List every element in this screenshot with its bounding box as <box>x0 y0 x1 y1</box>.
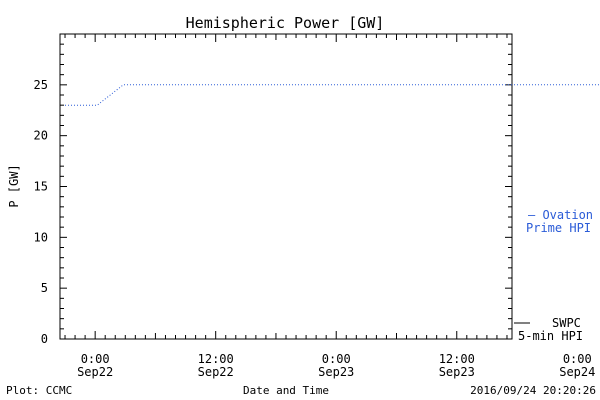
y-tick-label: 0 <box>41 332 48 346</box>
y-tick-label: 15 <box>34 180 48 194</box>
y-tick-label: 5 <box>41 281 48 295</box>
y-tick-label: 20 <box>34 129 48 143</box>
x-tick-label-date: Sep23 <box>318 365 354 379</box>
y-tick-label: 25 <box>34 78 48 92</box>
x-axis: 0:00Sep2212:00Sep220:00Sep2312:00Sep230:… <box>64 34 595 379</box>
chart-title: Hemispheric Power [GW] <box>186 14 385 32</box>
footer-credit: Plot: CCMC <box>6 384 72 397</box>
y-axis: 0 5 10 15 20 25 <box>34 33 512 346</box>
x-tick-label-date: Sep24 <box>559 365 595 379</box>
x-tick-label-date: Sep22 <box>77 365 113 379</box>
x-axis-label: Date and Time <box>243 384 329 397</box>
legend-swpc-line2: 5-min HPI <box>518 329 583 343</box>
footer-timestamp: 2016/09/24 20:20:26 <box>470 384 596 397</box>
x-tick-label-date: Sep22 <box>198 365 234 379</box>
x-tick-label-time: 12:00 <box>439 352 475 366</box>
plot-frame <box>59 33 513 340</box>
series-ovation-prime-hpi <box>65 84 600 106</box>
x-tick-label-date: Sep23 <box>439 365 475 379</box>
x-tick-label-time: 0:00 <box>81 352 110 366</box>
x-tick-label-time: 0:00 <box>563 352 592 366</box>
y-axis-label: P [GW] <box>7 164 21 207</box>
x-tick-label-time: 12:00 <box>198 352 234 366</box>
legend: — Ovation Prime HPI SWPC 5-min HPI <box>514 208 593 343</box>
x-tick-label-time: 0:00 <box>322 352 351 366</box>
legend-ovation-line1: — Ovation <box>528 208 593 222</box>
y-tick-label: 10 <box>34 230 48 244</box>
legend-swpc-line1: SWPC <box>552 316 581 330</box>
series-layer <box>65 84 600 106</box>
legend-ovation-line2: Prime HPI <box>526 221 591 235</box>
